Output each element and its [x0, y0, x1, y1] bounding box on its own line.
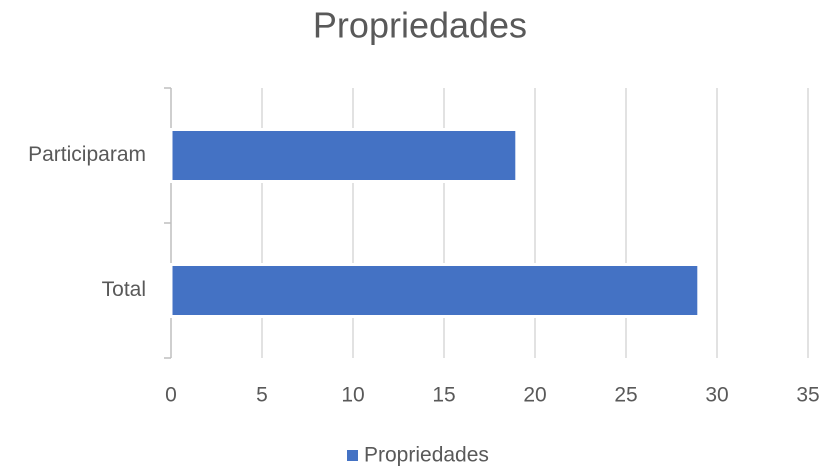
- x-tick-label: 5: [256, 384, 268, 407]
- x-tick-label: 25: [614, 384, 637, 407]
- x-tick-label: 35: [796, 384, 819, 407]
- x-tick-label: 0: [165, 384, 177, 407]
- legend-swatch: [347, 450, 358, 461]
- bar: [169, 128, 519, 183]
- x-tick-label: 30: [705, 384, 728, 407]
- x-tick-label: 10: [341, 384, 364, 407]
- bar: [169, 263, 701, 318]
- y-tick-label: Participaram: [28, 143, 146, 166]
- y-tick-label: Total: [102, 278, 146, 301]
- chart-title: Propriedades: [313, 5, 527, 46]
- x-tick-label: 15: [432, 384, 455, 407]
- legend-label: Propriedades: [364, 444, 489, 467]
- x-tick-label: 20: [523, 384, 546, 407]
